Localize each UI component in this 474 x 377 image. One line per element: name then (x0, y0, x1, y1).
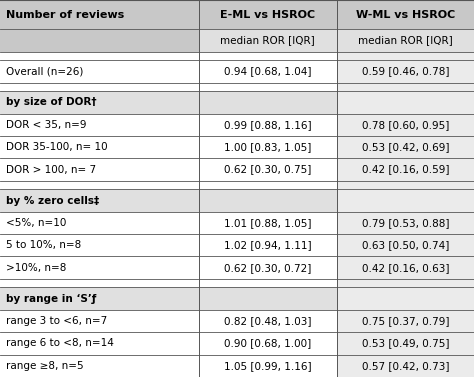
Bar (199, 52, 337, 60)
Text: 1.05 [0.99, 1.16]: 1.05 [0.99, 1.16] (224, 361, 311, 371)
Bar (337, 181, 474, 189)
Text: 0.57 [0.42, 0.73]: 0.57 [0.42, 0.73] (362, 361, 449, 371)
Bar (337, 113, 474, 136)
Text: range 3 to <6, n=7: range 3 to <6, n=7 (6, 316, 107, 326)
Text: 0.99 [0.88, 1.16]: 0.99 [0.88, 1.16] (224, 120, 311, 130)
Text: E-ML vs HSROC: E-ML vs HSROC (220, 10, 315, 20)
Bar (337, 279, 474, 288)
Bar (0, 0, 199, 29)
Bar (199, 256, 337, 279)
Bar (0, 136, 199, 158)
Text: 0.63 [0.50, 0.74]: 0.63 [0.50, 0.74] (362, 240, 449, 250)
Text: 0.59 [0.46, 0.78]: 0.59 [0.46, 0.78] (362, 66, 449, 77)
Text: median ROR [IQR]: median ROR [IQR] (220, 35, 315, 46)
Bar (199, 234, 337, 256)
Bar (0, 256, 199, 279)
Bar (337, 310, 474, 332)
Bar (199, 29, 337, 52)
Bar (0, 83, 199, 91)
Bar (337, 212, 474, 234)
Text: DOR > 100, n= 7: DOR > 100, n= 7 (6, 165, 96, 175)
Text: 0.53 [0.49, 0.75]: 0.53 [0.49, 0.75] (362, 339, 449, 348)
Bar (199, 189, 337, 212)
Text: 0.82 [0.48, 1.03]: 0.82 [0.48, 1.03] (224, 316, 311, 326)
Bar (0, 91, 199, 113)
Text: 0.62 [0.30, 0.72]: 0.62 [0.30, 0.72] (224, 263, 311, 273)
Bar (0, 189, 199, 212)
Text: 0.42 [0.16, 0.59]: 0.42 [0.16, 0.59] (362, 165, 449, 175)
Bar (337, 29, 474, 52)
Text: by % zero cells‡: by % zero cells‡ (6, 196, 99, 205)
Bar (0, 29, 199, 52)
Text: range 6 to <8, n=14: range 6 to <8, n=14 (6, 339, 114, 348)
Bar (0, 52, 199, 60)
Bar (199, 355, 337, 377)
Bar (337, 355, 474, 377)
Text: Overall (n=26): Overall (n=26) (6, 66, 83, 77)
Bar (337, 158, 474, 181)
Bar (0, 310, 199, 332)
Bar (199, 136, 337, 158)
Text: 0.75 [0.37, 0.79]: 0.75 [0.37, 0.79] (362, 316, 449, 326)
Text: >10%, n=8: >10%, n=8 (6, 263, 66, 273)
Text: 5 to 10%, n=8: 5 to 10%, n=8 (6, 240, 81, 250)
Text: DOR 35-100, n= 10: DOR 35-100, n= 10 (6, 142, 107, 152)
Bar (199, 310, 337, 332)
Bar (199, 279, 337, 288)
Text: <5%, n=10: <5%, n=10 (6, 218, 66, 228)
Bar (0, 332, 199, 355)
Bar (0, 60, 199, 83)
Bar (199, 60, 337, 83)
Bar (199, 0, 337, 29)
Bar (0, 234, 199, 256)
Text: DOR < 35, n=9: DOR < 35, n=9 (6, 120, 86, 130)
Bar (199, 212, 337, 234)
Text: 0.62 [0.30, 0.75]: 0.62 [0.30, 0.75] (224, 165, 311, 175)
Bar (0, 355, 199, 377)
Bar (199, 332, 337, 355)
Text: median ROR [IQR]: median ROR [IQR] (358, 35, 453, 46)
Bar (199, 83, 337, 91)
Bar (0, 288, 199, 310)
Text: 1.00 [0.83, 1.05]: 1.00 [0.83, 1.05] (224, 142, 311, 152)
Bar (337, 189, 474, 212)
Text: Number of reviews: Number of reviews (6, 10, 124, 20)
Bar (337, 52, 474, 60)
Text: 0.90 [0.68, 1.00]: 0.90 [0.68, 1.00] (224, 339, 311, 348)
Text: by size of DOR†: by size of DOR† (6, 97, 96, 107)
Text: 0.78 [0.60, 0.95]: 0.78 [0.60, 0.95] (362, 120, 449, 130)
Text: range ≥8, n=5: range ≥8, n=5 (6, 361, 83, 371)
Bar (0, 113, 199, 136)
Bar (0, 181, 199, 189)
Bar (337, 0, 474, 29)
Text: 0.94 [0.68, 1.04]: 0.94 [0.68, 1.04] (224, 66, 311, 77)
Bar (337, 234, 474, 256)
Bar (199, 91, 337, 113)
Bar (337, 136, 474, 158)
Bar (199, 113, 337, 136)
Text: by range in ‘S’ƒ: by range in ‘S’ƒ (6, 294, 96, 304)
Bar (199, 181, 337, 189)
Bar (337, 83, 474, 91)
Bar (199, 288, 337, 310)
Bar (337, 91, 474, 113)
Text: 1.02 [0.94, 1.11]: 1.02 [0.94, 1.11] (224, 240, 311, 250)
Text: W-ML vs HSROC: W-ML vs HSROC (356, 10, 455, 20)
Bar (337, 288, 474, 310)
Text: 0.42 [0.16, 0.63]: 0.42 [0.16, 0.63] (362, 263, 449, 273)
Bar (337, 60, 474, 83)
Text: 1.01 [0.88, 1.05]: 1.01 [0.88, 1.05] (224, 218, 311, 228)
Text: 0.79 [0.53, 0.88]: 0.79 [0.53, 0.88] (362, 218, 449, 228)
Text: 0.53 [0.42, 0.69]: 0.53 [0.42, 0.69] (362, 142, 449, 152)
Bar (337, 332, 474, 355)
Bar (0, 158, 199, 181)
Bar (337, 256, 474, 279)
Bar (0, 212, 199, 234)
Bar (199, 158, 337, 181)
Bar (0, 279, 199, 288)
